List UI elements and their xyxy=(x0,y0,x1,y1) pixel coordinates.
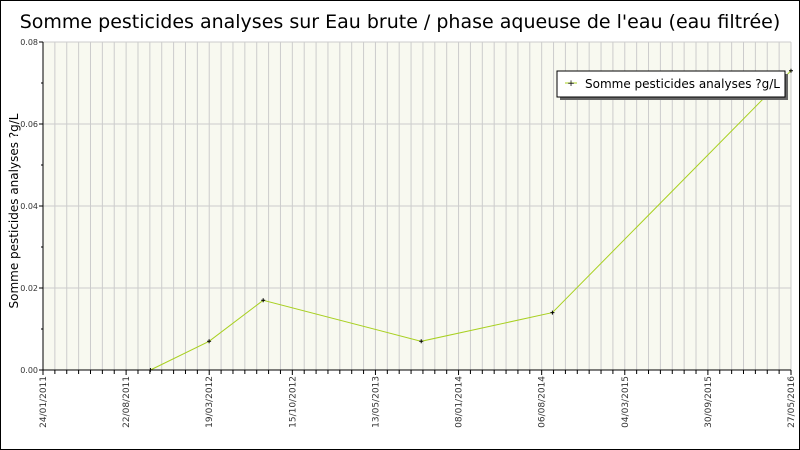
x-tick-label: 04/03/2015 xyxy=(621,376,631,428)
x-tick-label: 27/05/2016 xyxy=(787,376,797,428)
y-tick-label: 0.08 xyxy=(20,38,38,47)
y-axis-label: Somme pesticides analyses ?g/L xyxy=(7,113,21,308)
x-tick-label: 15/10/2012 xyxy=(288,376,298,428)
x-tick-label: 19/03/2012 xyxy=(205,376,215,428)
data-point xyxy=(419,339,424,344)
legend-marker-icon: + xyxy=(567,79,575,89)
x-tick-label: 30/09/2015 xyxy=(704,376,714,428)
legend-box xyxy=(556,70,786,98)
y-tick-label: 0.02 xyxy=(20,284,38,293)
chart-title: Somme pesticides analyses sur Eau brute … xyxy=(20,11,781,33)
data-point xyxy=(148,368,153,372)
y-tick-label: 0.00 xyxy=(20,366,38,375)
legend-entry-label: Somme pesticides analyses ?g/L xyxy=(585,77,780,91)
x-tick-label: 13/05/2013 xyxy=(371,376,381,428)
legend: + Somme pesticides analyses ?g/L xyxy=(556,70,788,100)
x-tick-label: 24/01/2011 xyxy=(39,376,49,428)
series-line xyxy=(150,70,792,371)
data-point xyxy=(550,310,555,315)
y-tick-label: 0.04 xyxy=(20,202,38,211)
data-point xyxy=(207,339,212,344)
y-tick-label: 0.06 xyxy=(20,120,38,129)
x-tick-label: 06/08/2014 xyxy=(538,376,548,428)
x-tick-label: 22/08/2011 xyxy=(122,376,132,428)
x-tick-label: 08/01/2014 xyxy=(455,376,465,428)
data-point xyxy=(261,298,266,303)
data-point xyxy=(789,68,793,73)
